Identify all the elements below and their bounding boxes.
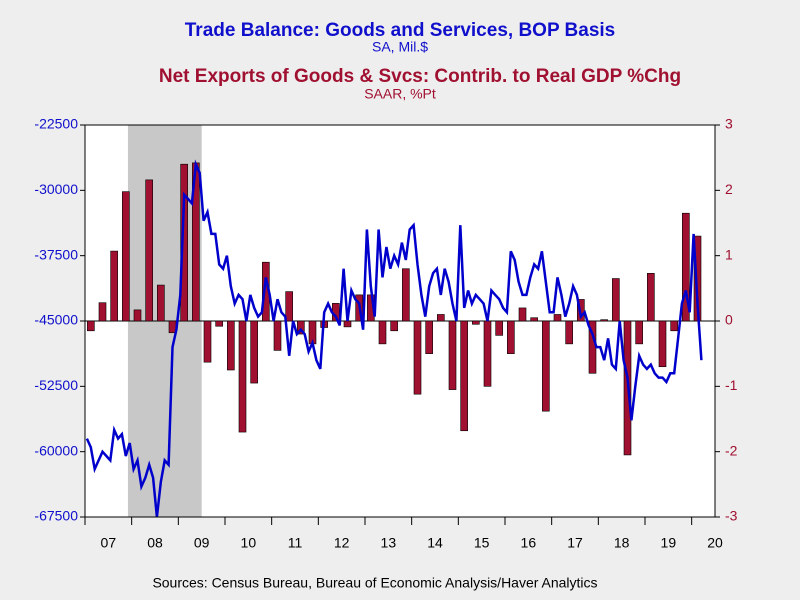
bar [518, 307, 527, 322]
x-tick-label: 13 [381, 535, 397, 551]
bar [448, 320, 457, 390]
y2-tick-label: -1 [725, 377, 738, 393]
bar [343, 320, 352, 328]
bar [98, 302, 107, 322]
bar [238, 320, 247, 433]
x-tick-label: 09 [194, 535, 210, 551]
y-tick-label: -60000 [34, 442, 78, 458]
bar [530, 317, 538, 322]
bar [145, 179, 153, 322]
y2-tick-label: -2 [725, 442, 738, 458]
y2-tick-label: 3 [725, 116, 733, 132]
y-tick-label: -45000 [34, 312, 78, 328]
y2-tick-label: 0 [725, 312, 733, 328]
bar [297, 320, 305, 335]
bar [553, 314, 562, 322]
bar [215, 320, 223, 327]
bar [612, 278, 620, 322]
bar [110, 250, 118, 322]
bar [413, 320, 422, 395]
bar [390, 320, 398, 332]
x-tick-label: 17 [567, 535, 583, 551]
x-tick-label: 15 [474, 535, 490, 551]
x-tick-label: 14 [427, 535, 443, 551]
trade-balance-line [85, 159, 703, 518]
x-tick-label: 12 [334, 535, 350, 551]
chart-title-2: Net Exports of Goods & Svcs: Contrib. to… [159, 66, 681, 87]
bar [437, 314, 445, 322]
x-tick-label: 07 [101, 535, 117, 551]
plot-frame [84, 124, 716, 518]
x-tick-label: 18 [614, 535, 630, 551]
bar [495, 320, 503, 336]
bar [250, 320, 258, 384]
bar [227, 320, 235, 371]
x-tick-label: 19 [661, 535, 677, 551]
bar [157, 284, 165, 322]
bar [600, 319, 608, 322]
x-tick-label: 11 [288, 535, 303, 551]
bar [507, 320, 515, 354]
bar [87, 320, 95, 332]
y-tick-label: -37500 [34, 246, 78, 262]
y-tick-label: -67500 [34, 508, 78, 524]
bar [565, 320, 573, 345]
bar [273, 320, 282, 351]
y-tick-label: -30000 [34, 181, 78, 197]
bar [402, 268, 410, 322]
x-tick-label: 20 [707, 535, 723, 551]
bar [378, 320, 387, 345]
x-tick-label: 08 [147, 535, 163, 551]
chart-title: Trade Balance: Goods and Services, BOP B… [185, 20, 616, 41]
bar [472, 320, 480, 325]
bar [425, 320, 433, 354]
bar [647, 273, 655, 322]
bar [682, 212, 690, 322]
bar [122, 191, 130, 322]
chart-subtitle: SA, Mil.$ [372, 39, 428, 55]
bar [285, 291, 293, 322]
bar [483, 320, 492, 387]
bar [133, 309, 142, 322]
bar [670, 320, 678, 332]
bar [635, 320, 643, 345]
bar [203, 320, 212, 363]
x-tick-label: 16 [521, 535, 537, 551]
y-tick-label: -22500 [34, 116, 78, 132]
bar [542, 320, 550, 412]
bar [658, 320, 667, 368]
bar [180, 163, 188, 322]
y2-tick-label: 1 [725, 246, 733, 262]
y2-tick-label: 2 [725, 181, 733, 197]
bar [460, 320, 468, 432]
chart-subtitle-2: SAAR, %Pt [364, 86, 436, 102]
source: Sources: Census Bureau, Bureau of Econom… [152, 575, 597, 591]
y-tick-label: -52500 [34, 377, 78, 393]
y2-tick-label: -3 [725, 508, 738, 524]
x-tick-label: 10 [241, 535, 257, 551]
